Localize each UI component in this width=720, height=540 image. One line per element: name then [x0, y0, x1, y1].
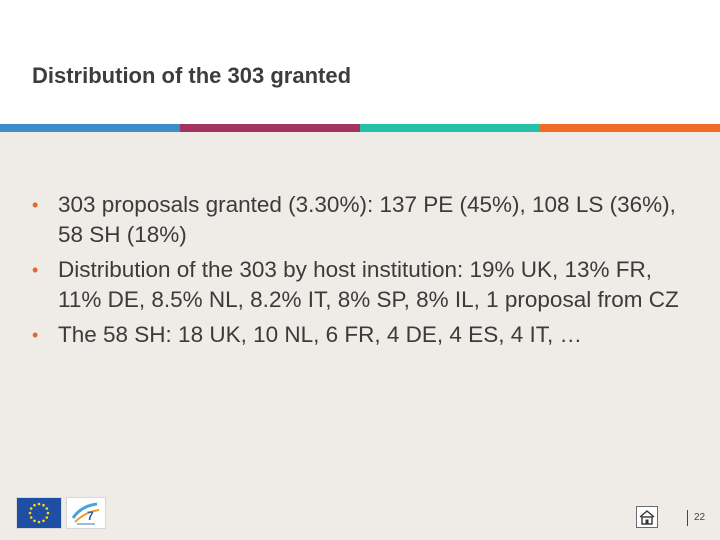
page-number-separator [687, 510, 688, 526]
svg-text:7: 7 [87, 509, 94, 523]
bullet-item: • Distribution of the 303 by host instit… [32, 255, 692, 315]
bullet-marker: • [32, 195, 39, 215]
bullet-list: • 303 proposals granted (3.30%): 137 PE … [32, 190, 692, 350]
home-button[interactable] [636, 506, 658, 528]
color-stripe-orange [540, 124, 720, 132]
color-stripe-blue [0, 124, 180, 132]
slide-header: Distribution of the 303 granted [0, 0, 720, 124]
bullet-item: • The 58 SH: 18 UK, 10 NL, 6 FR, 4 DE, 4… [32, 320, 692, 350]
home-icon [639, 510, 655, 525]
page-number: 22 [694, 512, 706, 523]
slide-title: Distribution of the 303 granted [32, 63, 352, 88]
fp7-logo-icon: 7 [66, 497, 106, 529]
bullet-item: • 303 proposals granted (3.30%): 137 PE … [32, 190, 692, 250]
bullet-marker: • [32, 260, 39, 280]
color-stripe-teal [360, 124, 540, 132]
bullet-text: Distribution of the 303 by host institut… [58, 257, 679, 312]
bullet-text: The 58 SH: 18 UK, 10 NL, 6 FR, 4 DE, 4 E… [58, 322, 582, 347]
color-stripe-magenta [180, 124, 360, 132]
eu-flag-icon [16, 497, 62, 529]
slide-body: • 303 proposals granted (3.30%): 137 PE … [32, 190, 692, 355]
bullet-text: 303 proposals granted (3.30%): 137 PE (4… [58, 192, 676, 247]
bullet-marker: • [32, 325, 39, 345]
